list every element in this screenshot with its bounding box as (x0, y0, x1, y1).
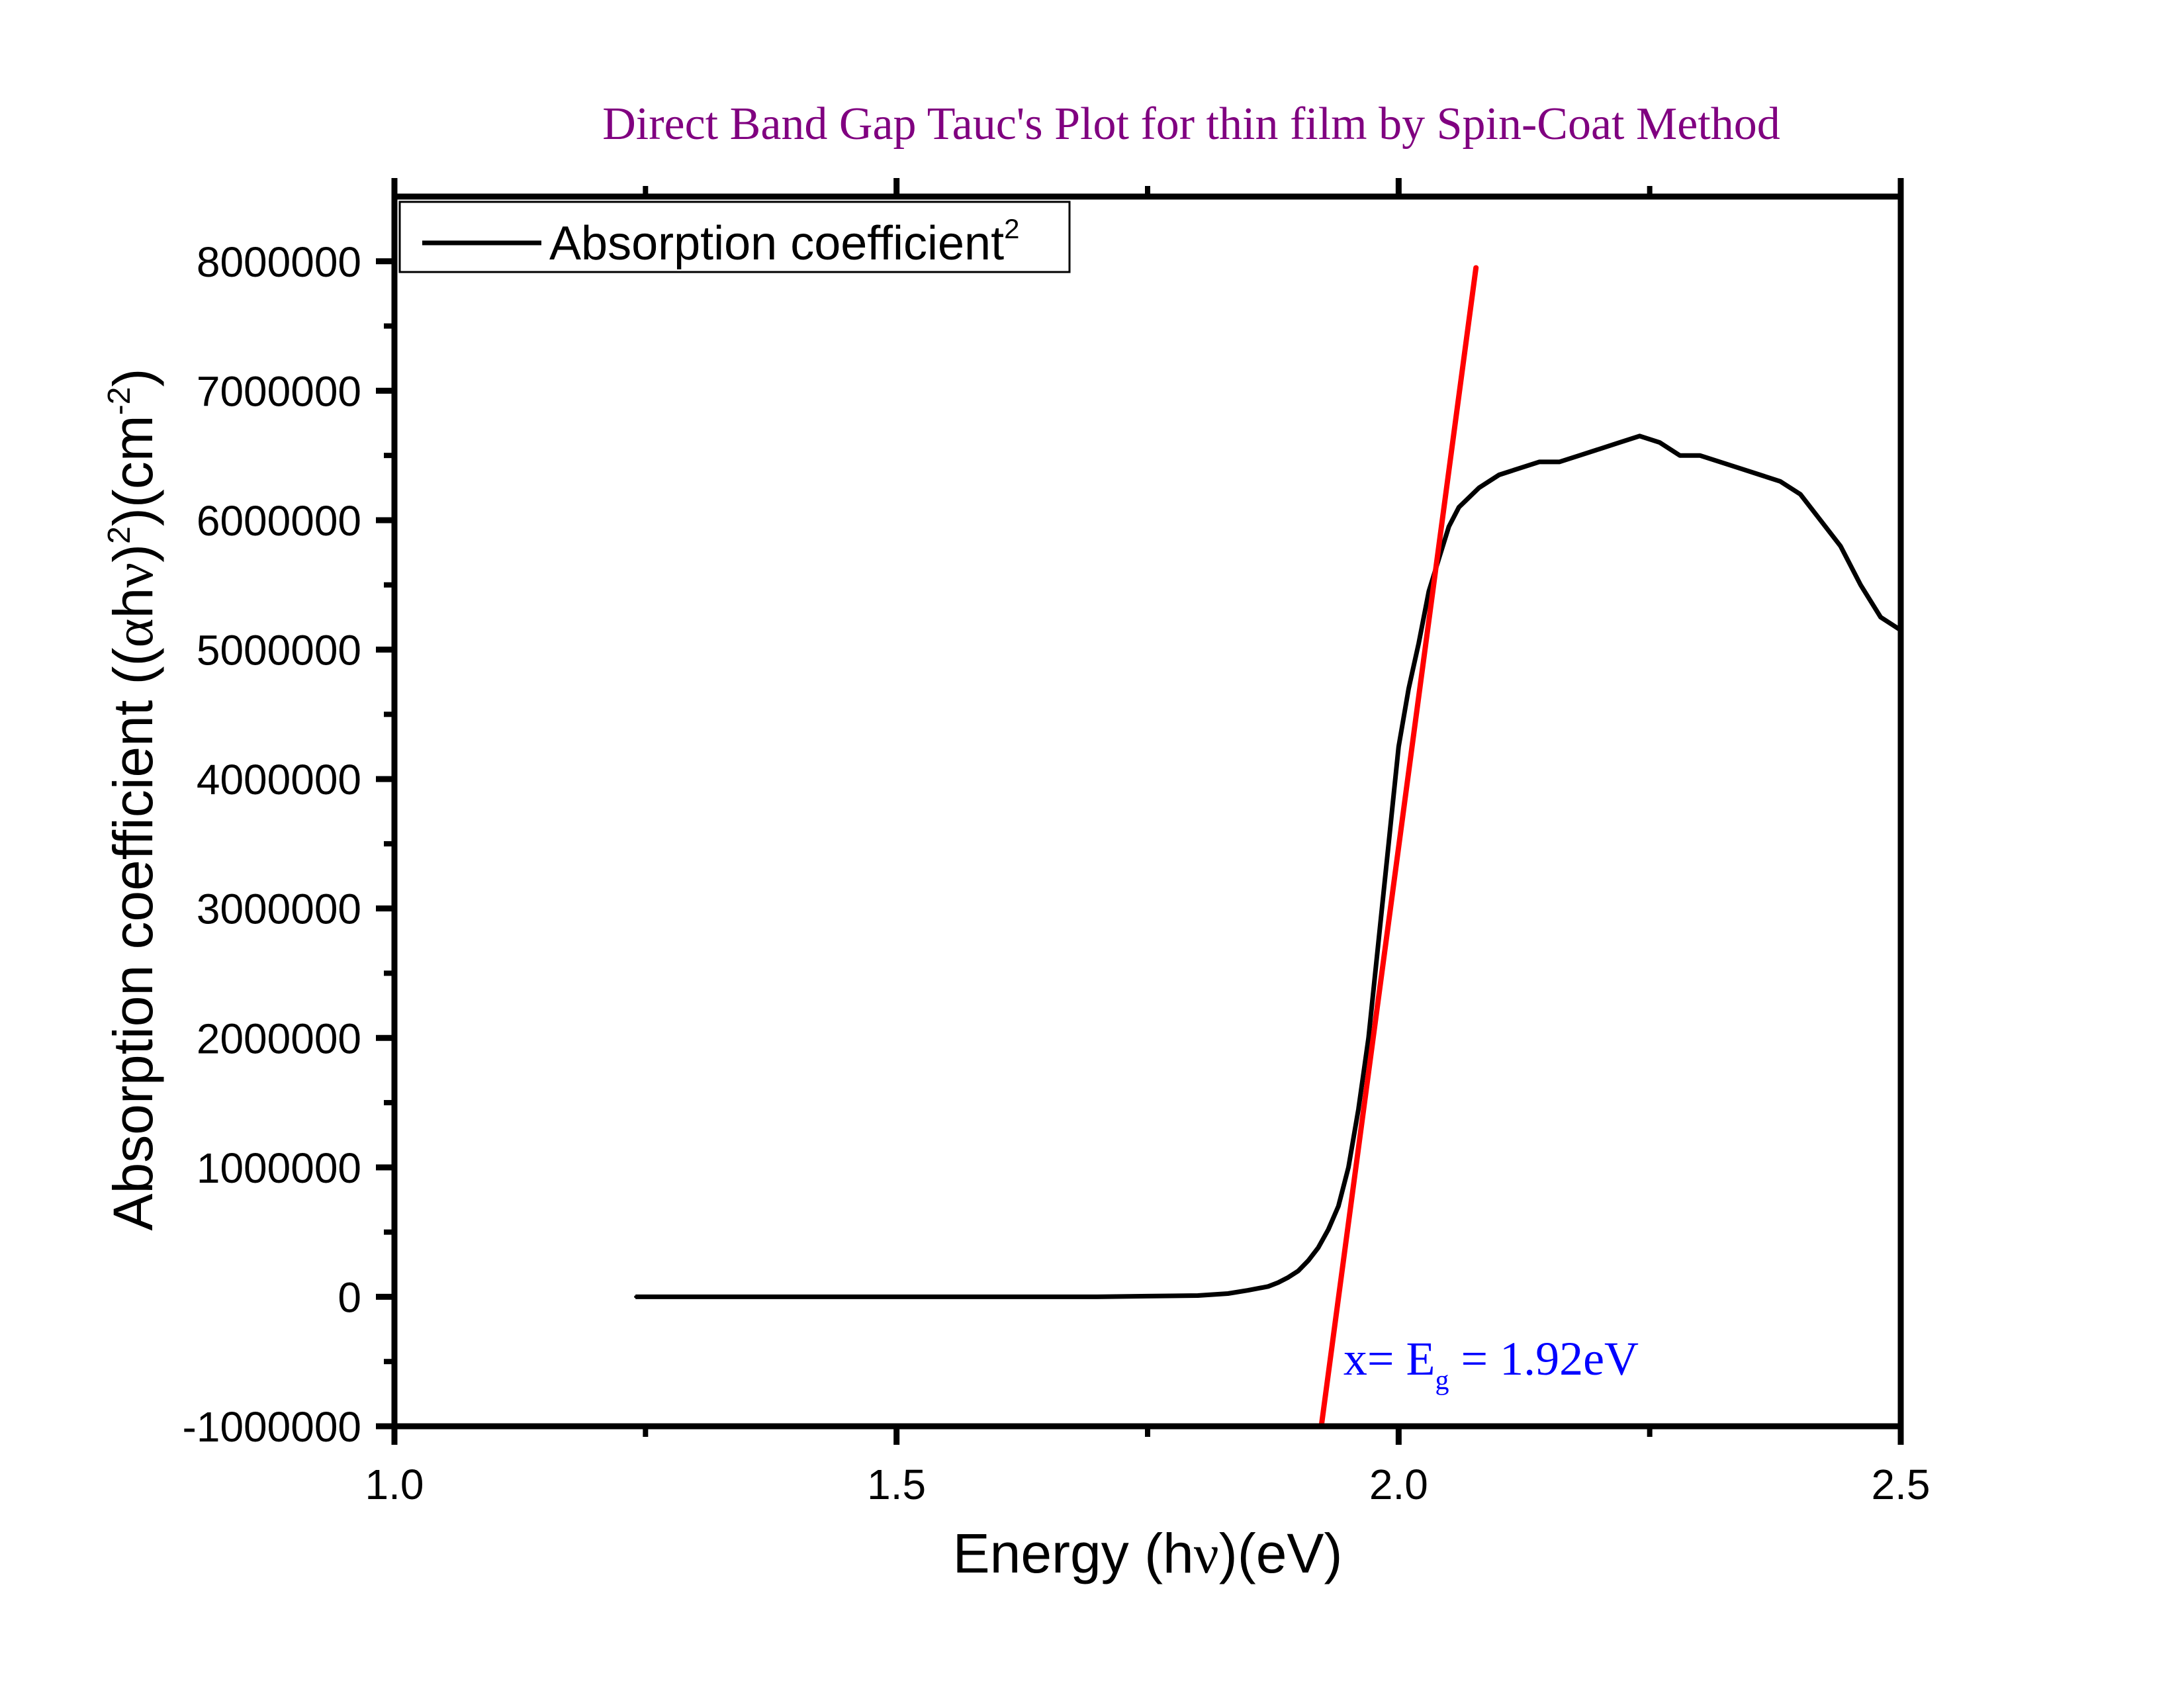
series-point (1718, 460, 1721, 463)
series-point (1537, 460, 1541, 463)
x-axis-title-end: )(eV) (1219, 1522, 1343, 1584)
y-tick-label: 4000000 (197, 756, 361, 803)
series-point (1427, 590, 1430, 593)
series-point (1377, 939, 1380, 942)
x-tick-label: 1.0 (365, 1461, 424, 1508)
series-point (1196, 1294, 1199, 1297)
y-tick-label: 6000000 (197, 497, 361, 545)
series-point (1226, 1292, 1230, 1295)
axis-labels: 1.0 1.5 2.0 2.5 -1000000 0 1000000 2000000 30000… (183, 238, 1931, 1508)
series-point (1678, 454, 1682, 457)
x-axis-title-nu: ν (1194, 1524, 1219, 1585)
y-tick-label: 5000000 (197, 627, 361, 674)
series-point (1739, 467, 1742, 470)
series-point (1417, 641, 1420, 645)
x-axis-title-start: Energy (h (953, 1522, 1194, 1584)
data-layer (634, 265, 1902, 1429)
plot-frame (391, 193, 1904, 1430)
band-gap-annotation: x= Eg = 1.92eV (1343, 1332, 1639, 1396)
y-axis-title-end: ) (102, 369, 164, 387)
y-tick-label: 7000000 (197, 367, 361, 415)
y-tick-label: 1000000 (197, 1144, 361, 1192)
series-point (1819, 518, 1822, 522)
series-point (1277, 1281, 1280, 1284)
y-axis-title-nu: ν (103, 563, 165, 588)
series-point (995, 1295, 999, 1299)
chart-title: Direct Band Gap Tauc's Plot for thin fil… (602, 99, 1780, 150)
x-axis-title: Energy (hν)(eV) (953, 1522, 1343, 1585)
series-point (1337, 1205, 1340, 1208)
series-point (1407, 687, 1410, 690)
legend-label: Absorption coefficient2 (549, 213, 1019, 270)
annotation-subscript: g (1435, 1365, 1449, 1396)
legend-box (398, 201, 1071, 273)
y-axis-title-sup1: 2 (102, 526, 137, 544)
series-point (1457, 506, 1461, 509)
legend: Absorption coefficient2 (398, 201, 1071, 273)
legend-label-sup: 2 (1004, 213, 1019, 244)
y-axis-title-sup2: -2 (102, 387, 137, 416)
y-tick-label: 0 (338, 1273, 361, 1321)
series-point (1618, 441, 1621, 444)
y-axis-title-paren: ) (102, 544, 164, 563)
series-point (1297, 1269, 1300, 1273)
series-point (794, 1295, 797, 1299)
series-point (1316, 1246, 1320, 1250)
series-point (1477, 486, 1480, 490)
linear-fit-line (1318, 265, 1479, 1429)
series-point (1367, 1036, 1370, 1040)
series-point (1096, 1295, 1099, 1299)
y-tick-label: 8000000 (197, 238, 361, 286)
series-point (1839, 545, 1842, 548)
series-point (1698, 454, 1702, 457)
series-point (1246, 1289, 1250, 1292)
series-point (1658, 441, 1661, 444)
series-point (1357, 1107, 1360, 1111)
series-point (694, 1295, 698, 1299)
y-tick-label: 3000000 (197, 886, 361, 933)
series-point (1799, 492, 1802, 496)
annotation-text-pre: x= E (1343, 1332, 1435, 1385)
y-axis-title: Absorption coefficient ((αhν)2)(cm-2) (102, 369, 165, 1231)
series-point (1387, 842, 1390, 845)
legend-label-text: Absorption coefficient (549, 217, 1004, 270)
series-point (1638, 434, 1641, 437)
series-point (1327, 1228, 1330, 1231)
series-point (1397, 745, 1400, 749)
series-line-absorption-coefficient (635, 434, 1901, 1299)
annotation-text-post: = 1.92eV (1449, 1332, 1639, 1385)
series-point (1306, 1259, 1310, 1262)
x-tick-label: 1.5 (867, 1461, 926, 1508)
y-axis-title-start: Absorption coefficient (( (102, 648, 164, 1231)
series-point (1778, 480, 1782, 483)
series-point (1267, 1285, 1270, 1288)
series-point (1498, 473, 1501, 477)
series-point (1447, 525, 1451, 528)
series-point (1287, 1276, 1290, 1279)
series-point (1518, 467, 1521, 470)
series-point (1879, 616, 1882, 619)
y-tick-label: -1000000 (183, 1403, 361, 1451)
y-axis-title-unit: )(cm (102, 415, 164, 526)
x-tick-label: 2.0 (1369, 1461, 1428, 1508)
series-point (1578, 454, 1581, 457)
y-tick-label: 2000000 (197, 1015, 361, 1062)
series-point (1146, 1295, 1149, 1298)
series-point (895, 1295, 898, 1299)
x-tick-label: 2.5 (1872, 1461, 1931, 1508)
y-axis-title-h: h (102, 588, 164, 619)
series-point (1859, 583, 1862, 586)
series-point (634, 1295, 637, 1299)
series-point (1347, 1165, 1350, 1169)
series-point (1758, 473, 1762, 477)
series-point (1558, 460, 1561, 463)
series-point (1598, 447, 1601, 451)
y-axis-title-alpha: α (103, 619, 165, 648)
axis-ticks (376, 178, 1904, 1445)
